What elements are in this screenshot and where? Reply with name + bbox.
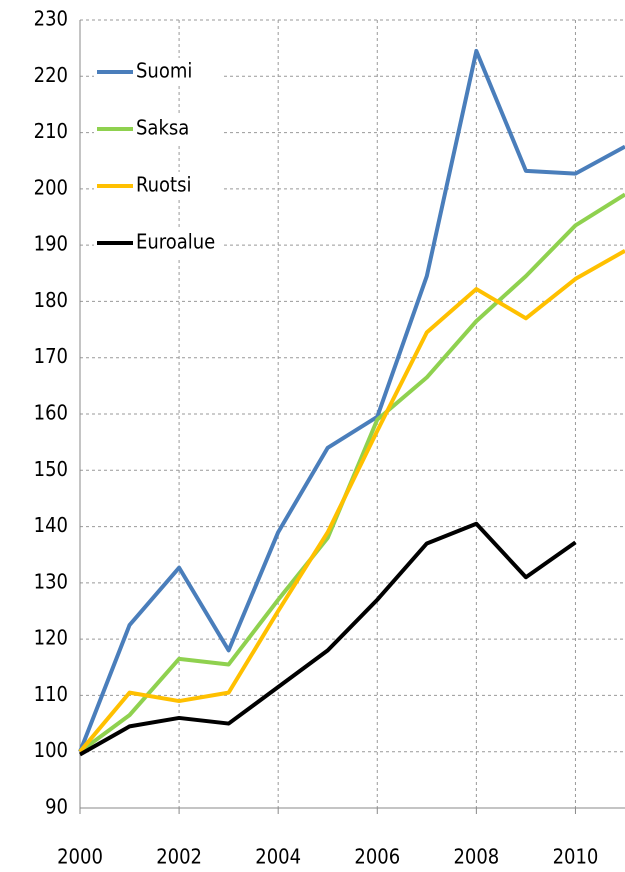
x-tick-label: 2000	[57, 845, 103, 869]
legend-label: Saksa	[136, 116, 189, 140]
y-tick-label: 130	[34, 569, 68, 593]
y-tick-label: 170	[34, 344, 68, 368]
x-tick-label: 2004	[255, 845, 301, 869]
y-tick-label: 90	[45, 795, 68, 819]
legend-label: Suomi	[136, 59, 192, 83]
legend-label: Euroalue	[136, 230, 215, 254]
y-tick-label: 120	[34, 626, 68, 650]
y-tick-label: 220	[34, 63, 68, 87]
legend-label: Ruotsi	[136, 173, 191, 197]
x-tick-label: 2006	[354, 845, 400, 869]
series-line	[78, 249, 625, 753]
y-tick-label: 160	[34, 401, 68, 425]
y-tick-label: 180	[34, 288, 68, 312]
y-tick-label: 230	[34, 7, 68, 31]
y-tick-label: 100	[34, 738, 68, 762]
y-tick-label: 150	[34, 457, 68, 481]
y-tick-label: 140	[34, 513, 68, 537]
x-tick-label: 2010	[553, 845, 599, 869]
y-tick-label: 210	[34, 119, 68, 143]
y-tick-label: 110	[34, 682, 68, 706]
series-line	[78, 48, 625, 753]
series-line	[78, 192, 625, 754]
y-tick-label: 200	[34, 175, 68, 199]
series-line	[79, 521, 577, 757]
x-tick-label: 2002	[156, 845, 202, 869]
x-tick-label: 2008	[453, 845, 499, 869]
y-tick-label: 190	[34, 232, 68, 256]
